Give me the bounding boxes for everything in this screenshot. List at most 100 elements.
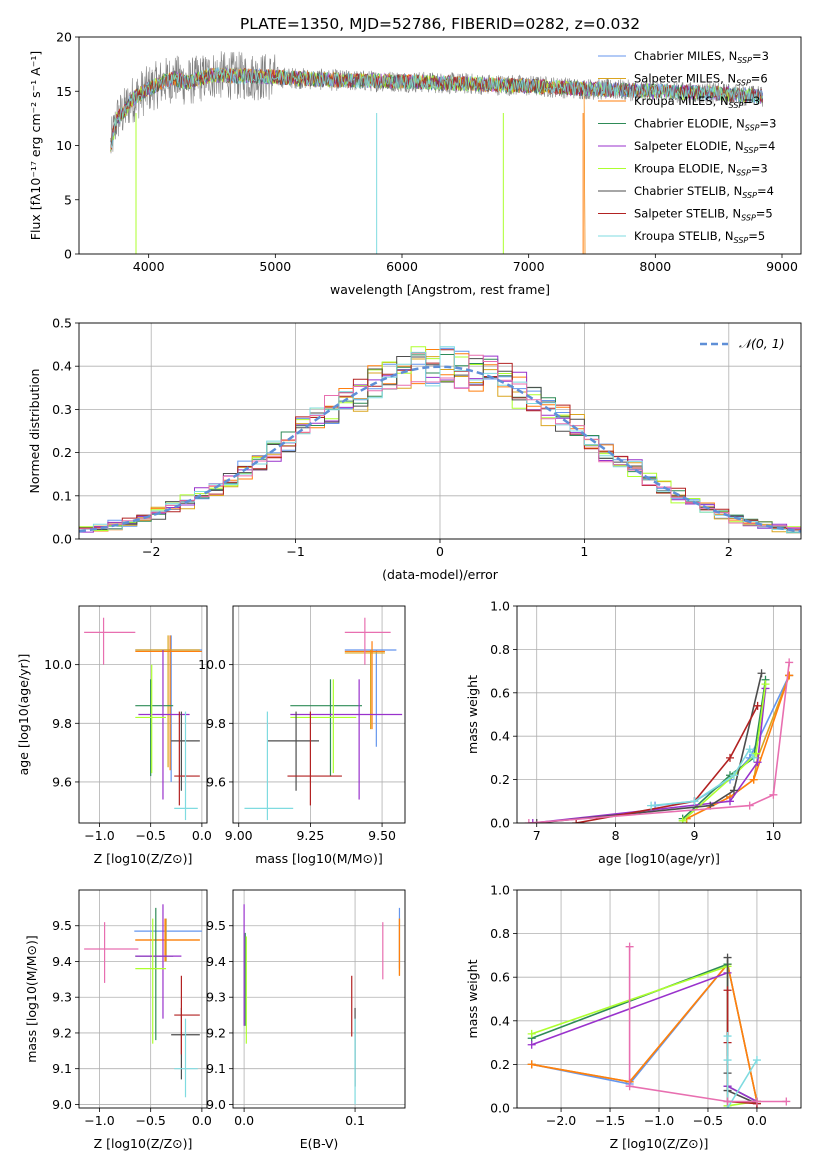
spectrum-model-line — [110, 67, 586, 254]
panel-frame — [78, 605, 208, 824]
spectrum-model-line — [110, 67, 586, 254]
x-tick-label: 5000 — [259, 259, 291, 274]
series-marker — [723, 953, 732, 962]
histogram-step — [79, 354, 801, 534]
y-tick-label: 9.3 — [206, 990, 226, 1005]
y-tick-label: 9.6 — [52, 774, 72, 789]
y-tick-label: 9.4 — [52, 954, 72, 969]
series-marker — [532, 819, 541, 823]
series-marker — [690, 797, 699, 806]
x-tick-label: 9 — [691, 828, 699, 843]
x-tick-label: 9000 — [766, 259, 798, 274]
y-axis-label: Flux [fλ10⁻¹⁷ erg cm⁻² s⁻¹ A⁻¹] — [28, 51, 43, 240]
y-axis-label: Normed distribution — [27, 369, 42, 494]
x-tick-label: 9.25 — [296, 828, 324, 843]
x-tick-label: 6000 — [386, 259, 418, 274]
series-marker — [749, 753, 758, 762]
y-tick-label: 10.0 — [44, 657, 72, 672]
series-marker — [729, 771, 738, 780]
histogram-bars — [79, 346, 801, 536]
spectrum-legend: Chabrier MILES, NSSP=3 Salpeter MILES, NS… — [598, 49, 776, 245]
x-axis-label: wavelength [Angstrom, rest frame] — [330, 282, 550, 297]
series-line — [576, 705, 759, 823]
series-marker — [723, 986, 732, 995]
x-tick-label: 8000 — [639, 259, 671, 274]
series-marker — [729, 786, 738, 795]
y-tick-label: 1.0 — [490, 883, 510, 898]
x-tick-label: −1.0 — [84, 1113, 114, 1128]
series-marker — [785, 671, 794, 680]
series-marker — [723, 1056, 732, 1065]
y-tick-label: 9.8 — [52, 716, 72, 731]
panel-frame — [516, 889, 802, 1109]
x-tick-label: 0.0 — [192, 828, 212, 843]
y-tick-label: 0.2 — [490, 1057, 510, 1072]
y-axis-label: age [log10(age/yr)] — [16, 654, 31, 776]
series-marker — [769, 790, 778, 799]
series-marker — [753, 701, 762, 710]
panel-axes: 4000 5000 6000 7000 8000 9000 0 5 10 15 20 — [56, 30, 798, 275]
y-axis-label: mass weight — [465, 675, 480, 754]
series-marker — [625, 1082, 634, 1091]
y-tick-label: 9.2 — [206, 1025, 226, 1040]
series-marker — [726, 753, 734, 762]
x-tick-label: 0 — [436, 544, 444, 559]
x-axis-label: Z [log10(Z/Z⊙)] — [610, 1136, 709, 1151]
x-axis-label: (data-model)/error — [382, 567, 499, 582]
series-line — [726, 990, 757, 1105]
gauss-legend: 𝒩(0, 1) — [700, 336, 785, 351]
x-tick-label: 8 — [612, 828, 620, 843]
x-tick-label: −2.0 — [546, 1113, 576, 1128]
x-tick-label: −1.0 — [84, 828, 114, 843]
y-tick-label: 10.0 — [198, 657, 226, 672]
y-tick-label: 0.0 — [490, 1101, 510, 1116]
spectrum-model-line — [110, 67, 764, 148]
panel-axes: −1.0 −0.5 0.0 9.0 9.1 9.2 9.3 9.4 9.5 — [52, 890, 212, 1128]
legend-label: Salpeter MILES, NSSP=6 — [634, 72, 768, 88]
series-marker — [752, 1056, 761, 1065]
x-tick-label: 7 — [533, 828, 541, 843]
x-axis-label: mass [log10(M/M⊙)] — [255, 851, 383, 866]
y-tick-label: 15 — [56, 84, 72, 99]
panel-axes: 0.0 0.1 9.0 9.1 9.2 9.3 9.4 9.5 — [206, 890, 405, 1128]
x-tick-label: 0.0 — [234, 1113, 254, 1128]
x-tick-label: 0.1 — [345, 1113, 365, 1128]
y-tick-label: 0.4 — [490, 1013, 510, 1028]
panel-axes: 9.00 9.25 9.50 9.6 9.8 10.0 — [198, 606, 405, 843]
x-tick-label: −1.0 — [644, 1113, 674, 1128]
y-tick-label: 9.8 — [206, 716, 226, 731]
series-marker — [761, 680, 770, 689]
y-tick-label: 9.0 — [52, 1097, 72, 1112]
errorbars — [84, 617, 202, 821]
x-tick-label: 9.50 — [368, 828, 396, 843]
legend-label: Kroupa ELODIE, NSSP=3 — [634, 162, 768, 178]
legend-label: Kroupa STELIB, NSSP=5 — [634, 229, 765, 245]
series-marker — [745, 801, 754, 810]
y-tick-label: 0.6 — [490, 970, 510, 985]
y-axis-label: mass weight — [465, 959, 480, 1038]
panel-frame — [232, 889, 406, 1109]
y-tick-label: 5 — [64, 192, 72, 207]
legend-label: Chabrier MILES, NSSP=3 — [634, 49, 769, 65]
x-tick-label: −0.5 — [693, 1113, 723, 1128]
errorbars — [243, 904, 401, 1105]
series-marker — [528, 819, 537, 823]
y-tick-label: 0.4 — [490, 729, 510, 744]
series-marker — [752, 1097, 761, 1106]
series-marker — [752, 749, 761, 758]
series-marker — [745, 745, 754, 754]
series-line — [531, 965, 758, 1107]
y-tick-label: 0.4 — [52, 359, 72, 374]
legend-label: 𝒩(0, 1) — [739, 336, 785, 351]
y-tick-label: 0.5 — [52, 316, 72, 331]
series-marker — [625, 942, 634, 951]
x-axis-label: age [log10(age/yr)] — [598, 851, 720, 866]
errorbars — [84, 904, 202, 1098]
y-tick-label: 0.8 — [490, 642, 510, 657]
x-tick-label: 0.0 — [747, 1113, 767, 1128]
series-line — [528, 662, 790, 823]
legend-label: Chabrier ELODIE, NSSP=3 — [634, 117, 776, 133]
y-tick-label: 9.2 — [52, 1025, 72, 1040]
panel-frame — [78, 322, 802, 540]
